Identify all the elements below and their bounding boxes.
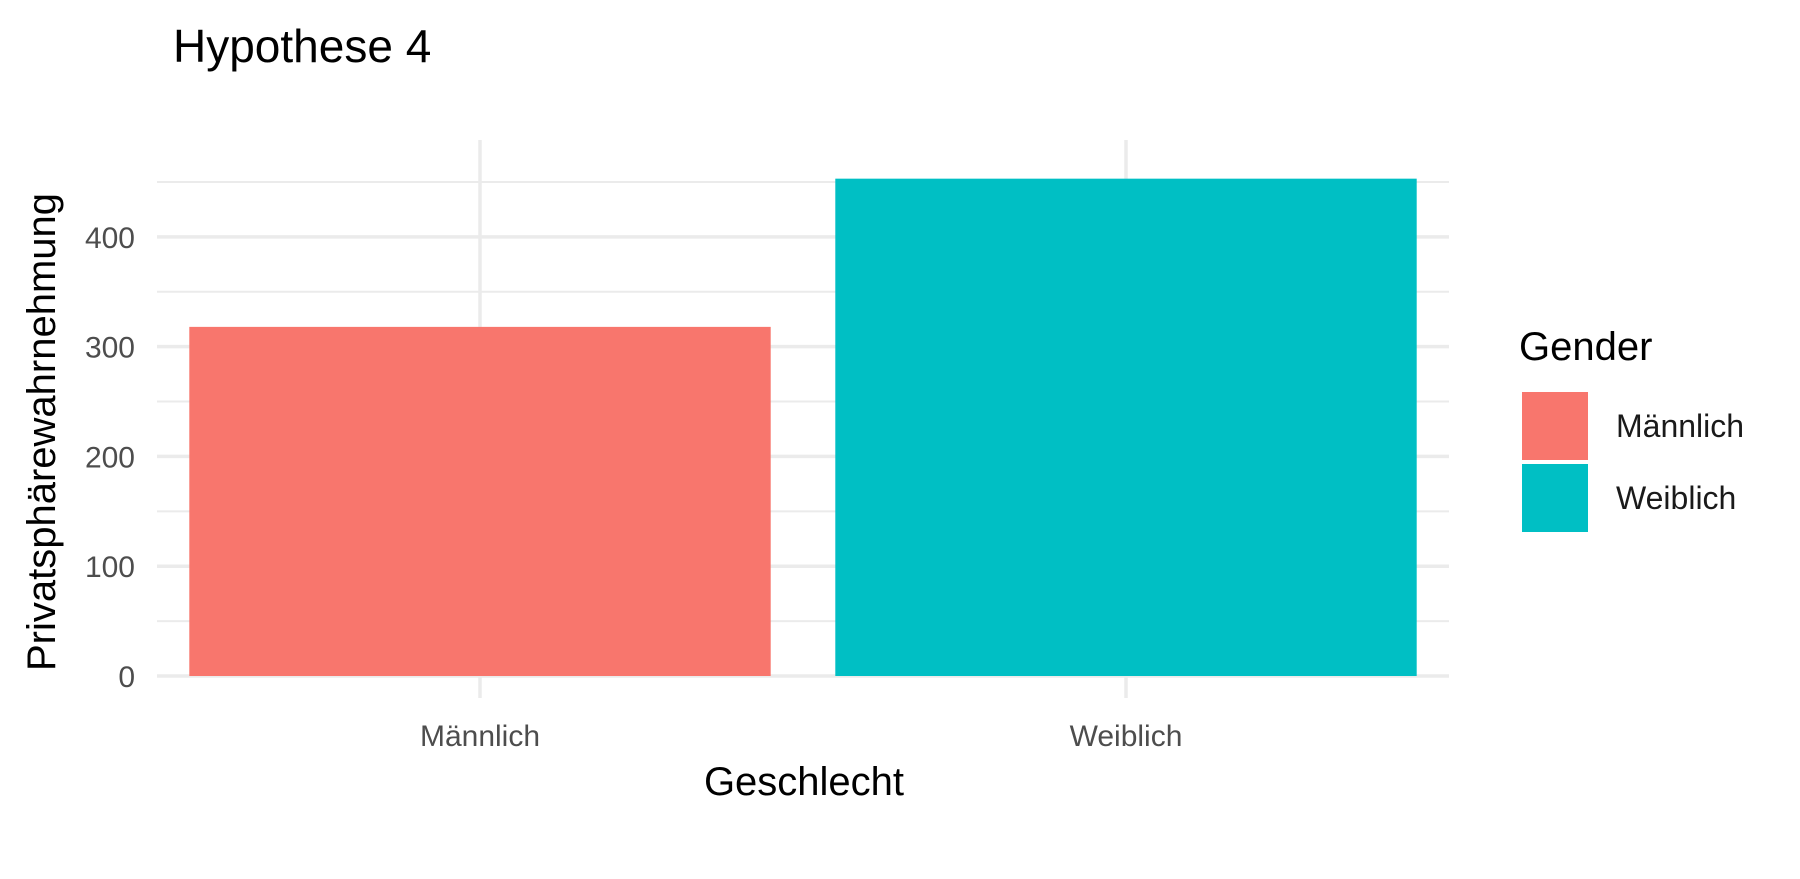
legend-items: Männlich Weiblich (1522, 392, 1744, 532)
y-tick-label: 300 (85, 332, 135, 365)
y-tick-label: 400 (85, 222, 135, 255)
bars (189, 178, 1417, 677)
bar-weiblich (835, 178, 1417, 677)
legend-key-weiblich (1522, 464, 1588, 532)
y-axis-title: Privatsphärewahrnehmung (20, 193, 64, 671)
legend-label: Männlich (1616, 408, 1744, 444)
legend: Gender Männlich Weiblich (1519, 325, 1744, 532)
x-tick-label: Männlich (420, 720, 540, 753)
y-tick-label: 200 (85, 441, 135, 474)
y-tick-label: 0 (118, 661, 135, 694)
legend-key-männlich (1522, 392, 1588, 460)
x-axis-title: Geschlecht (704, 760, 904, 804)
x-tick-label: Weiblich (1070, 720, 1183, 753)
tick-labels: 0 100 200 300 400 Männlich Weiblich (85, 222, 1182, 753)
legend-label: Weiblich (1616, 480, 1736, 516)
bar-männlich (189, 326, 771, 676)
chart-title: Hypothese 4 (173, 20, 431, 72)
legend-title: Gender (1519, 325, 1652, 369)
y-tick-label: 100 (85, 551, 135, 584)
